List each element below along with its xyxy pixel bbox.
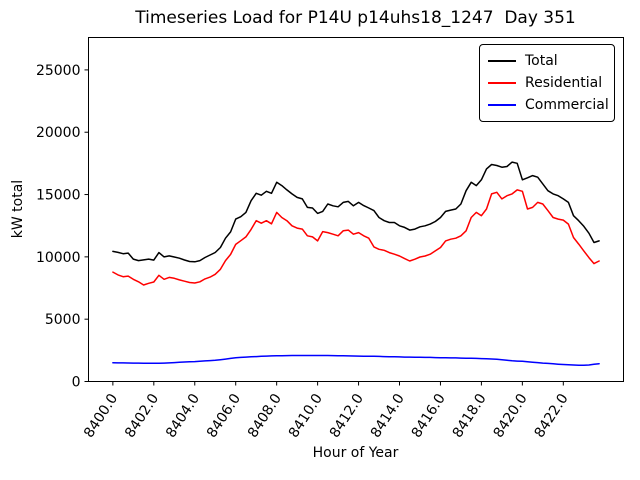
legend-entry-residential: Residential	[488, 72, 606, 94]
residential-line-swatch	[488, 82, 516, 84]
x-tick-label: 8416.0	[409, 391, 449, 441]
x-tick-label: 8410.0	[286, 391, 326, 441]
residential-line	[112, 189, 600, 286]
x-tick-label: 8406.0	[204, 391, 244, 441]
chart-title: Timeseries Load for P14U p14uhs18_1247 D…	[135, 8, 576, 28]
x-tick-label: 8422.0	[532, 391, 572, 441]
commercial-line	[112, 354, 600, 367]
x-tick-label: 8408.0	[245, 391, 285, 441]
legend: Total Residential Commercial	[479, 44, 615, 122]
x-tick-label: 8400.0	[81, 391, 121, 441]
x-tick-label: 8412.0	[327, 391, 367, 441]
legend-entry-commercial: Commercial	[488, 94, 609, 116]
total-line-swatch	[488, 60, 516, 62]
x-tick-label: 8404.0	[163, 391, 203, 441]
legend-entry-total: Total	[488, 50, 606, 72]
y-tick-label: 0	[72, 375, 81, 391]
x-tick-label: 8414.0	[368, 391, 408, 441]
y-tick-label: 25000	[36, 63, 81, 79]
total-line	[112, 161, 600, 263]
y-tick-label: 5000	[45, 312, 81, 328]
x-axis-label: Hour of Year	[312, 445, 399, 461]
legend-label-total: Total	[525, 53, 558, 69]
commercial-line-swatch	[488, 104, 516, 106]
y-axis-label: kW total	[10, 179, 26, 239]
y-tick-label: 10000	[36, 250, 81, 266]
y-tick-label: 20000	[36, 125, 81, 141]
y-tick-label: 15000	[36, 188, 81, 204]
x-tick-label: 8402.0	[122, 391, 162, 441]
legend-label-commercial: Commercial	[525, 97, 609, 113]
x-tick-label: 8418.0	[450, 391, 490, 441]
x-tick-label: 8420.0	[491, 391, 531, 441]
legend-label-residential: Residential	[525, 75, 603, 91]
